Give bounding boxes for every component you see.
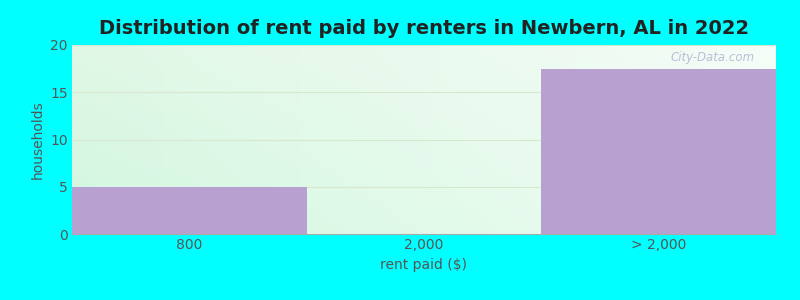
Title: Distribution of rent paid by renters in Newbern, AL in 2022: Distribution of rent paid by renters in … <box>99 19 749 38</box>
Y-axis label: households: households <box>30 100 45 179</box>
Bar <box>542 69 776 234</box>
Bar <box>72 187 306 234</box>
Text: City-Data.com: City-Data.com <box>670 51 755 64</box>
X-axis label: rent paid ($): rent paid ($) <box>381 258 467 272</box>
